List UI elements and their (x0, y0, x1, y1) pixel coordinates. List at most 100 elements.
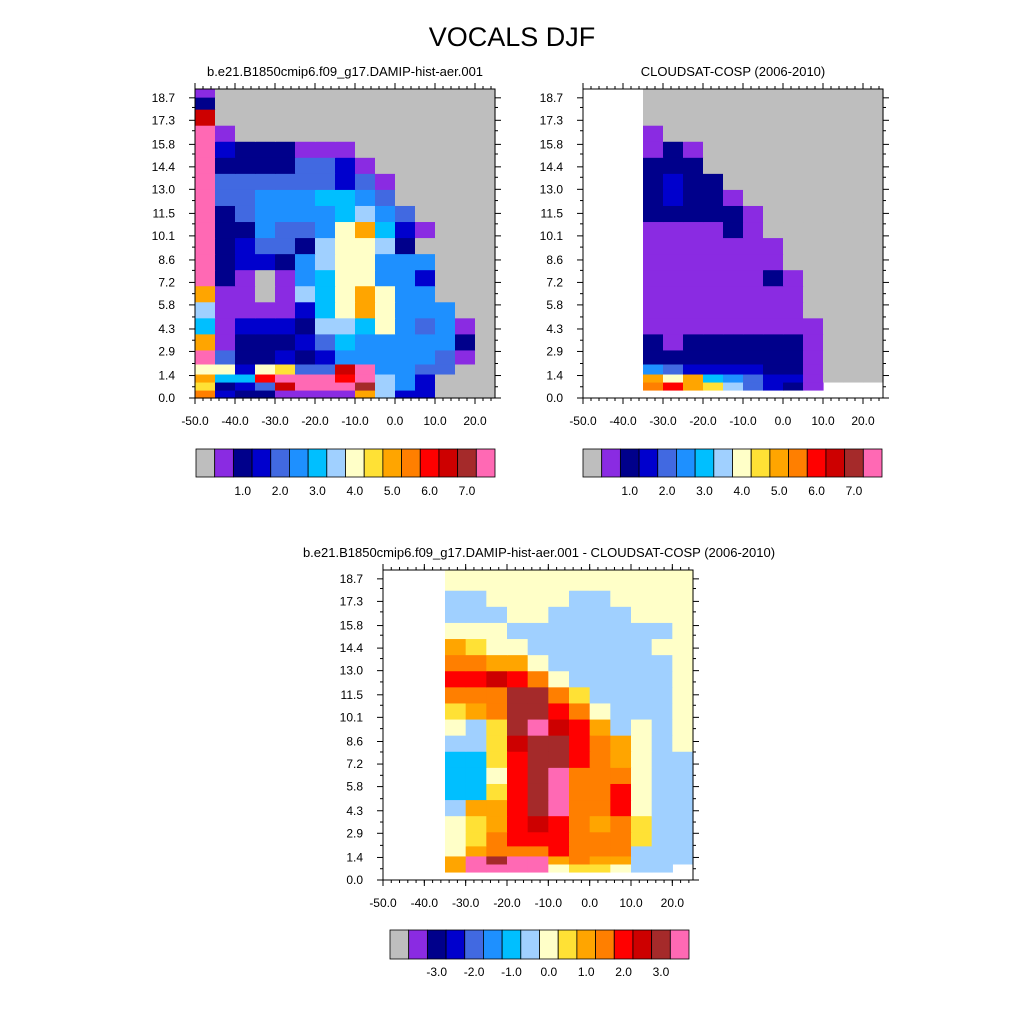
heatmap-cell (435, 363, 456, 375)
heatmap-cell (315, 333, 336, 351)
heatmap-cell (465, 570, 487, 579)
heatmap-cell (783, 205, 804, 223)
heatmap-cell (335, 285, 356, 303)
x-tick-label: 10.0 (811, 414, 835, 428)
heatmap-cell (465, 718, 487, 736)
colorbar-box (475, 448, 496, 478)
heatmap-cell (275, 253, 296, 271)
heatmap-cell (527, 578, 549, 591)
heatmap-cell (215, 269, 236, 287)
heatmap-cell (863, 373, 884, 383)
heatmap-cell (215, 285, 236, 303)
heatmap-cell (843, 141, 864, 158)
heatmap-cell (651, 578, 673, 591)
heatmap-cell (672, 783, 694, 801)
y-tick-label: 7.2 (546, 275, 563, 289)
heatmap-cell (783, 89, 804, 98)
heatmap-cell (589, 590, 611, 607)
heatmap-cell (763, 221, 784, 239)
heatmap-cell (683, 125, 704, 142)
y-tick-label: 1.4 (346, 850, 363, 864)
heatmap-cell (275, 205, 296, 223)
heatmap-cell (295, 89, 316, 98)
heatmap-cell (651, 831, 673, 847)
heatmap-cell (823, 205, 844, 223)
heatmap-cell (435, 285, 456, 303)
heatmap-cell (465, 751, 487, 768)
heatmap-cell (843, 373, 864, 383)
heatmap-cell (395, 269, 416, 287)
colorbar-box (270, 448, 290, 478)
heatmap-cell (743, 189, 764, 206)
heatmap-cell (703, 157, 724, 174)
heatmap-cell (672, 686, 694, 704)
heatmap-cell (663, 317, 684, 335)
heatmap-cell (455, 285, 476, 303)
heatmap-cell (631, 590, 653, 607)
heatmap-cell (672, 855, 694, 865)
colorbar-box (769, 448, 789, 478)
heatmap-cell (445, 578, 467, 591)
colorbar-box (806, 448, 827, 478)
heatmap-cell (435, 381, 456, 391)
heatmap-cell (589, 815, 611, 833)
heatmap-cell (195, 173, 216, 190)
heatmap-cell (465, 606, 487, 623)
heatmap-cell (743, 141, 764, 158)
heatmap-cell (743, 269, 764, 287)
heatmap-cell (863, 253, 884, 271)
heatmap-cell (507, 863, 529, 873)
heatmap-cell (631, 799, 653, 817)
heatmap-cell (195, 363, 216, 375)
heatmap-cell (683, 189, 704, 206)
heatmap-cell (863, 237, 884, 255)
heatmap-cell (643, 373, 664, 383)
heatmap-cell (527, 606, 549, 623)
heatmap-cell (335, 301, 356, 319)
heatmap-cell (455, 363, 476, 375)
heatmap-cell (863, 125, 884, 142)
heatmap-cell (445, 590, 467, 607)
y-tick-label: 8.6 (158, 253, 175, 267)
heatmap-cell (507, 702, 529, 720)
heatmap-cell (743, 373, 764, 383)
heatmap-cell (527, 855, 549, 865)
heatmap-cell (486, 831, 508, 847)
heatmap-cell (651, 638, 673, 656)
heatmap-cell (435, 205, 456, 223)
heatmap-cell (823, 301, 844, 319)
heatmap-cell (295, 157, 316, 174)
heatmap-cell (569, 855, 591, 865)
heatmap-cell (455, 389, 476, 399)
y-tick-label: 10.1 (152, 229, 176, 243)
heatmap-cell (295, 253, 316, 271)
y-tick-label: 0.0 (158, 391, 175, 405)
heatmap-cell (355, 205, 376, 223)
colorbar-box (844, 448, 864, 478)
heatmap-cell (195, 333, 216, 351)
heatmap-cell (743, 173, 764, 190)
heatmap-cell (631, 622, 653, 640)
heatmap-cell (651, 622, 673, 640)
heatmap-cell (703, 373, 724, 383)
heatmap-cell (783, 317, 804, 335)
heatmap-cell (475, 333, 496, 351)
heatmap-cell (743, 221, 764, 239)
heatmap-cell (569, 686, 591, 704)
heatmap-cell (527, 751, 549, 768)
heatmap-cell (663, 141, 684, 158)
heatmap-cell (672, 590, 694, 607)
heatmap-cell (783, 253, 804, 271)
heatmap-cell (255, 269, 276, 287)
heatmap-cell (783, 373, 804, 383)
heatmap-cell (395, 109, 416, 126)
heatmap-cell (335, 189, 356, 206)
colorbar-box (613, 929, 634, 960)
heatmap-cell (465, 863, 487, 873)
heatmap-cell (235, 141, 256, 158)
colorbar-label: -1.0 (501, 965, 522, 979)
x-tick-label: 20.0 (661, 896, 685, 910)
heatmap-cell (589, 570, 611, 579)
heatmap-cell (375, 205, 396, 223)
heatmap-cell (235, 237, 256, 255)
